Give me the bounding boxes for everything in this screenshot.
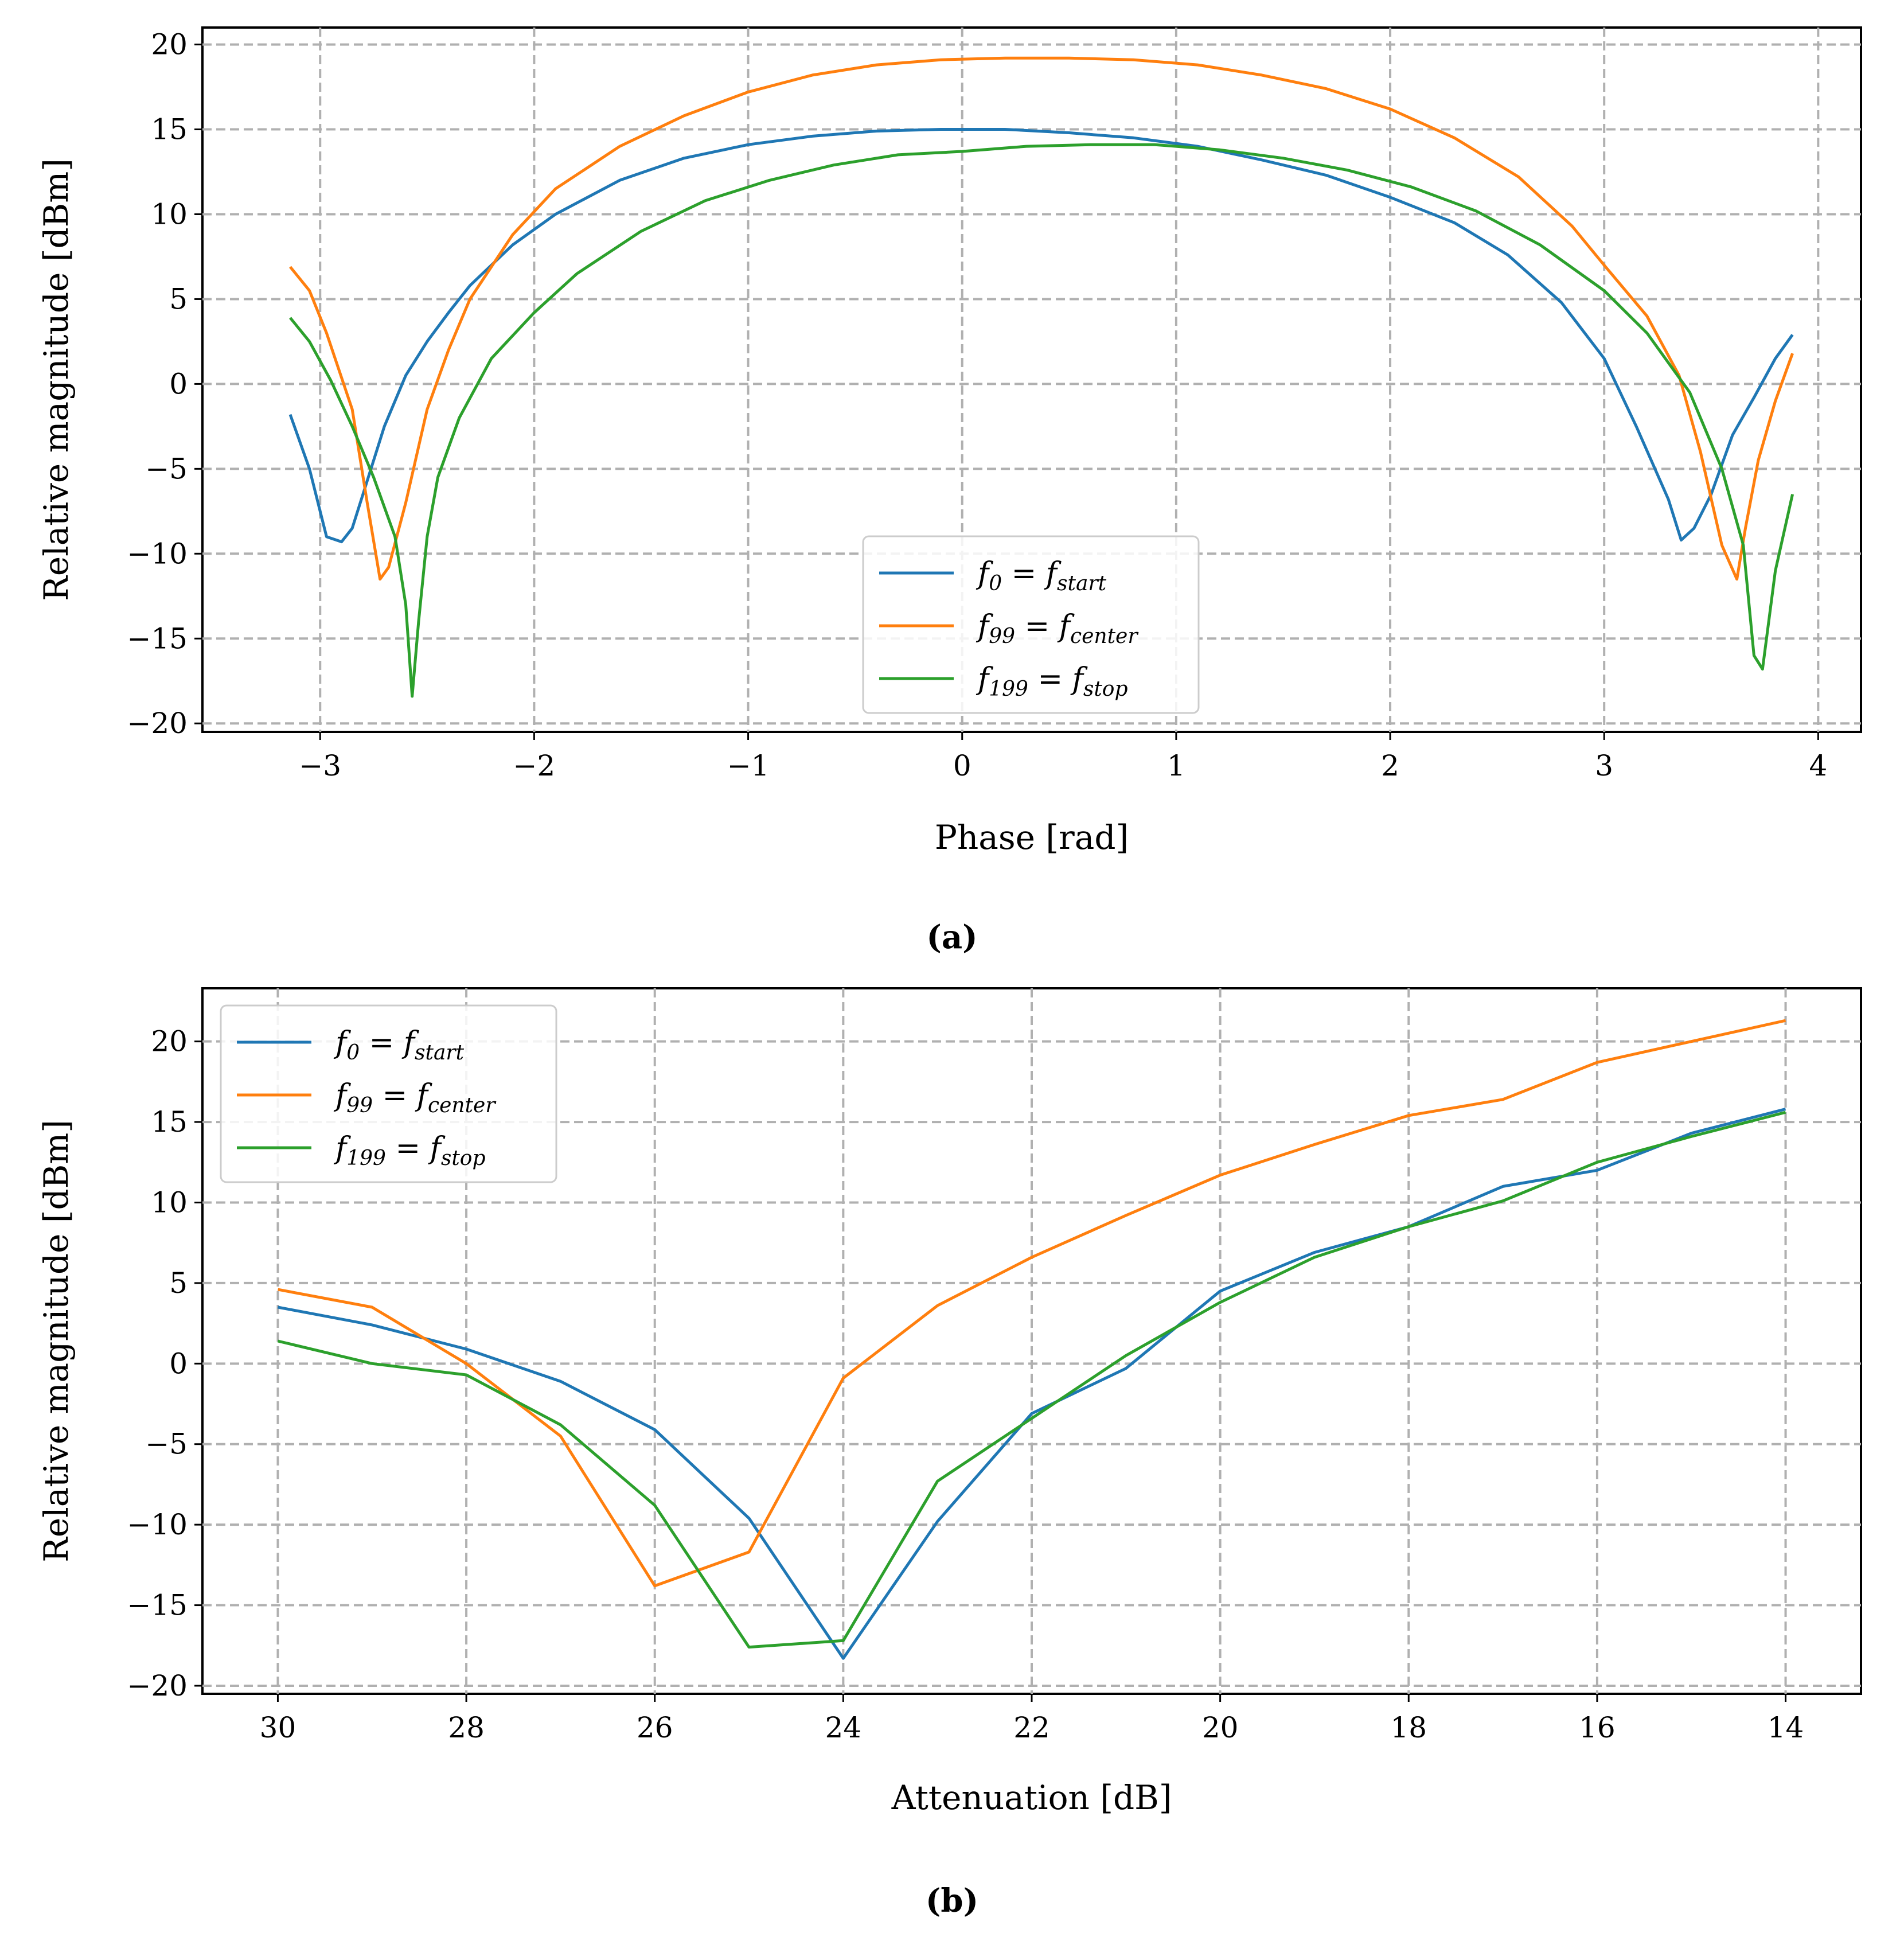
y-tick-label: 5 (169, 1266, 188, 1300)
legend-box (220, 1004, 557, 1183)
chart-panel-b: −20 −15 −10 −5 0 5 10 15 20 30 28 26 24 22 20 18 16 14 A… (37, 987, 1862, 1920)
y-axis-label-b: Relative magnitude [dBm] (37, 1120, 76, 1562)
legend-label-f99: f99 = fcenter (976, 609, 1138, 648)
legend-a: f0 = fstart f99 = fcenter f199 = fstop (862, 535, 1200, 714)
plot-area-a (201, 26, 1862, 733)
y-tick-label: 10 (151, 197, 188, 231)
y-tick-label: −15 (127, 622, 188, 655)
x-tick-label: 16 (1579, 1711, 1616, 1744)
x-tick-label: −2 (513, 749, 556, 782)
y-tick-label: −15 (127, 1589, 188, 1622)
y-tick-label: 15 (151, 113, 188, 146)
y-tick-label: −5 (145, 452, 188, 485)
y-tick-label: 20 (151, 28, 188, 61)
x-tick-label: 20 (1202, 1711, 1239, 1744)
legend-label-f199: f199 = fstop (976, 662, 1128, 701)
y-tick-label: −20 (127, 1669, 188, 1702)
y-tick-label: −10 (127, 537, 188, 570)
y-tick-label: −20 (127, 707, 188, 740)
x-tick-label: 14 (1768, 1711, 1804, 1744)
legend-label-f99: f99 = fcenter (333, 1078, 496, 1117)
x-tick-label: 30 (260, 1711, 296, 1744)
caption-a: (a) (926, 918, 977, 956)
legend-box (862, 535, 1200, 714)
x-tick-label: 28 (448, 1711, 485, 1744)
series-line-f199 (289, 143, 1794, 698)
x-tick-label: 0 (953, 749, 971, 782)
y-tick-label: 10 (151, 1186, 188, 1219)
x-tick-label: −1 (727, 749, 770, 782)
series-line-f0 (278, 1108, 1786, 1660)
x-tick-label: 2 (1381, 749, 1399, 782)
series-line-f99 (278, 1019, 1786, 1588)
y-tick-label: 20 (151, 1025, 188, 1058)
series-line-f199 (277, 1110, 1786, 1649)
x-tick-label: 18 (1390, 1711, 1427, 1744)
x-tick-label: −3 (299, 749, 341, 782)
y-tick-label: 0 (169, 367, 188, 400)
x-tick-label: 24 (825, 1711, 862, 1744)
series-line-f99 (289, 56, 1794, 581)
x-axis-label-b: Attenuation [dB] (891, 1778, 1172, 1817)
y-tick-label: 5 (169, 282, 188, 315)
x-axis-label-a: Phase [rad] (935, 818, 1129, 857)
x-tick-label: 3 (1595, 749, 1613, 782)
caption-b: (b) (926, 1882, 978, 1920)
series-line-f0 (288, 128, 1794, 544)
y-axis-label-a: Relative magnitude [dBm] (37, 158, 76, 601)
y-tick-label: −5 (145, 1428, 188, 1461)
y-tick-label: −10 (127, 1508, 188, 1541)
x-tick-label: 22 (1013, 1711, 1050, 1744)
x-tick-label: 1 (1167, 749, 1185, 782)
y-tick-label: 0 (169, 1347, 188, 1380)
legend-label-f0: f0 = fstart (976, 556, 1107, 595)
legend-label-f199: f199 = fstop (333, 1131, 486, 1170)
y-tick-label: 15 (151, 1105, 188, 1139)
x-tick-label: 26 (637, 1711, 673, 1744)
x-tick-label: 4 (1809, 749, 1827, 782)
